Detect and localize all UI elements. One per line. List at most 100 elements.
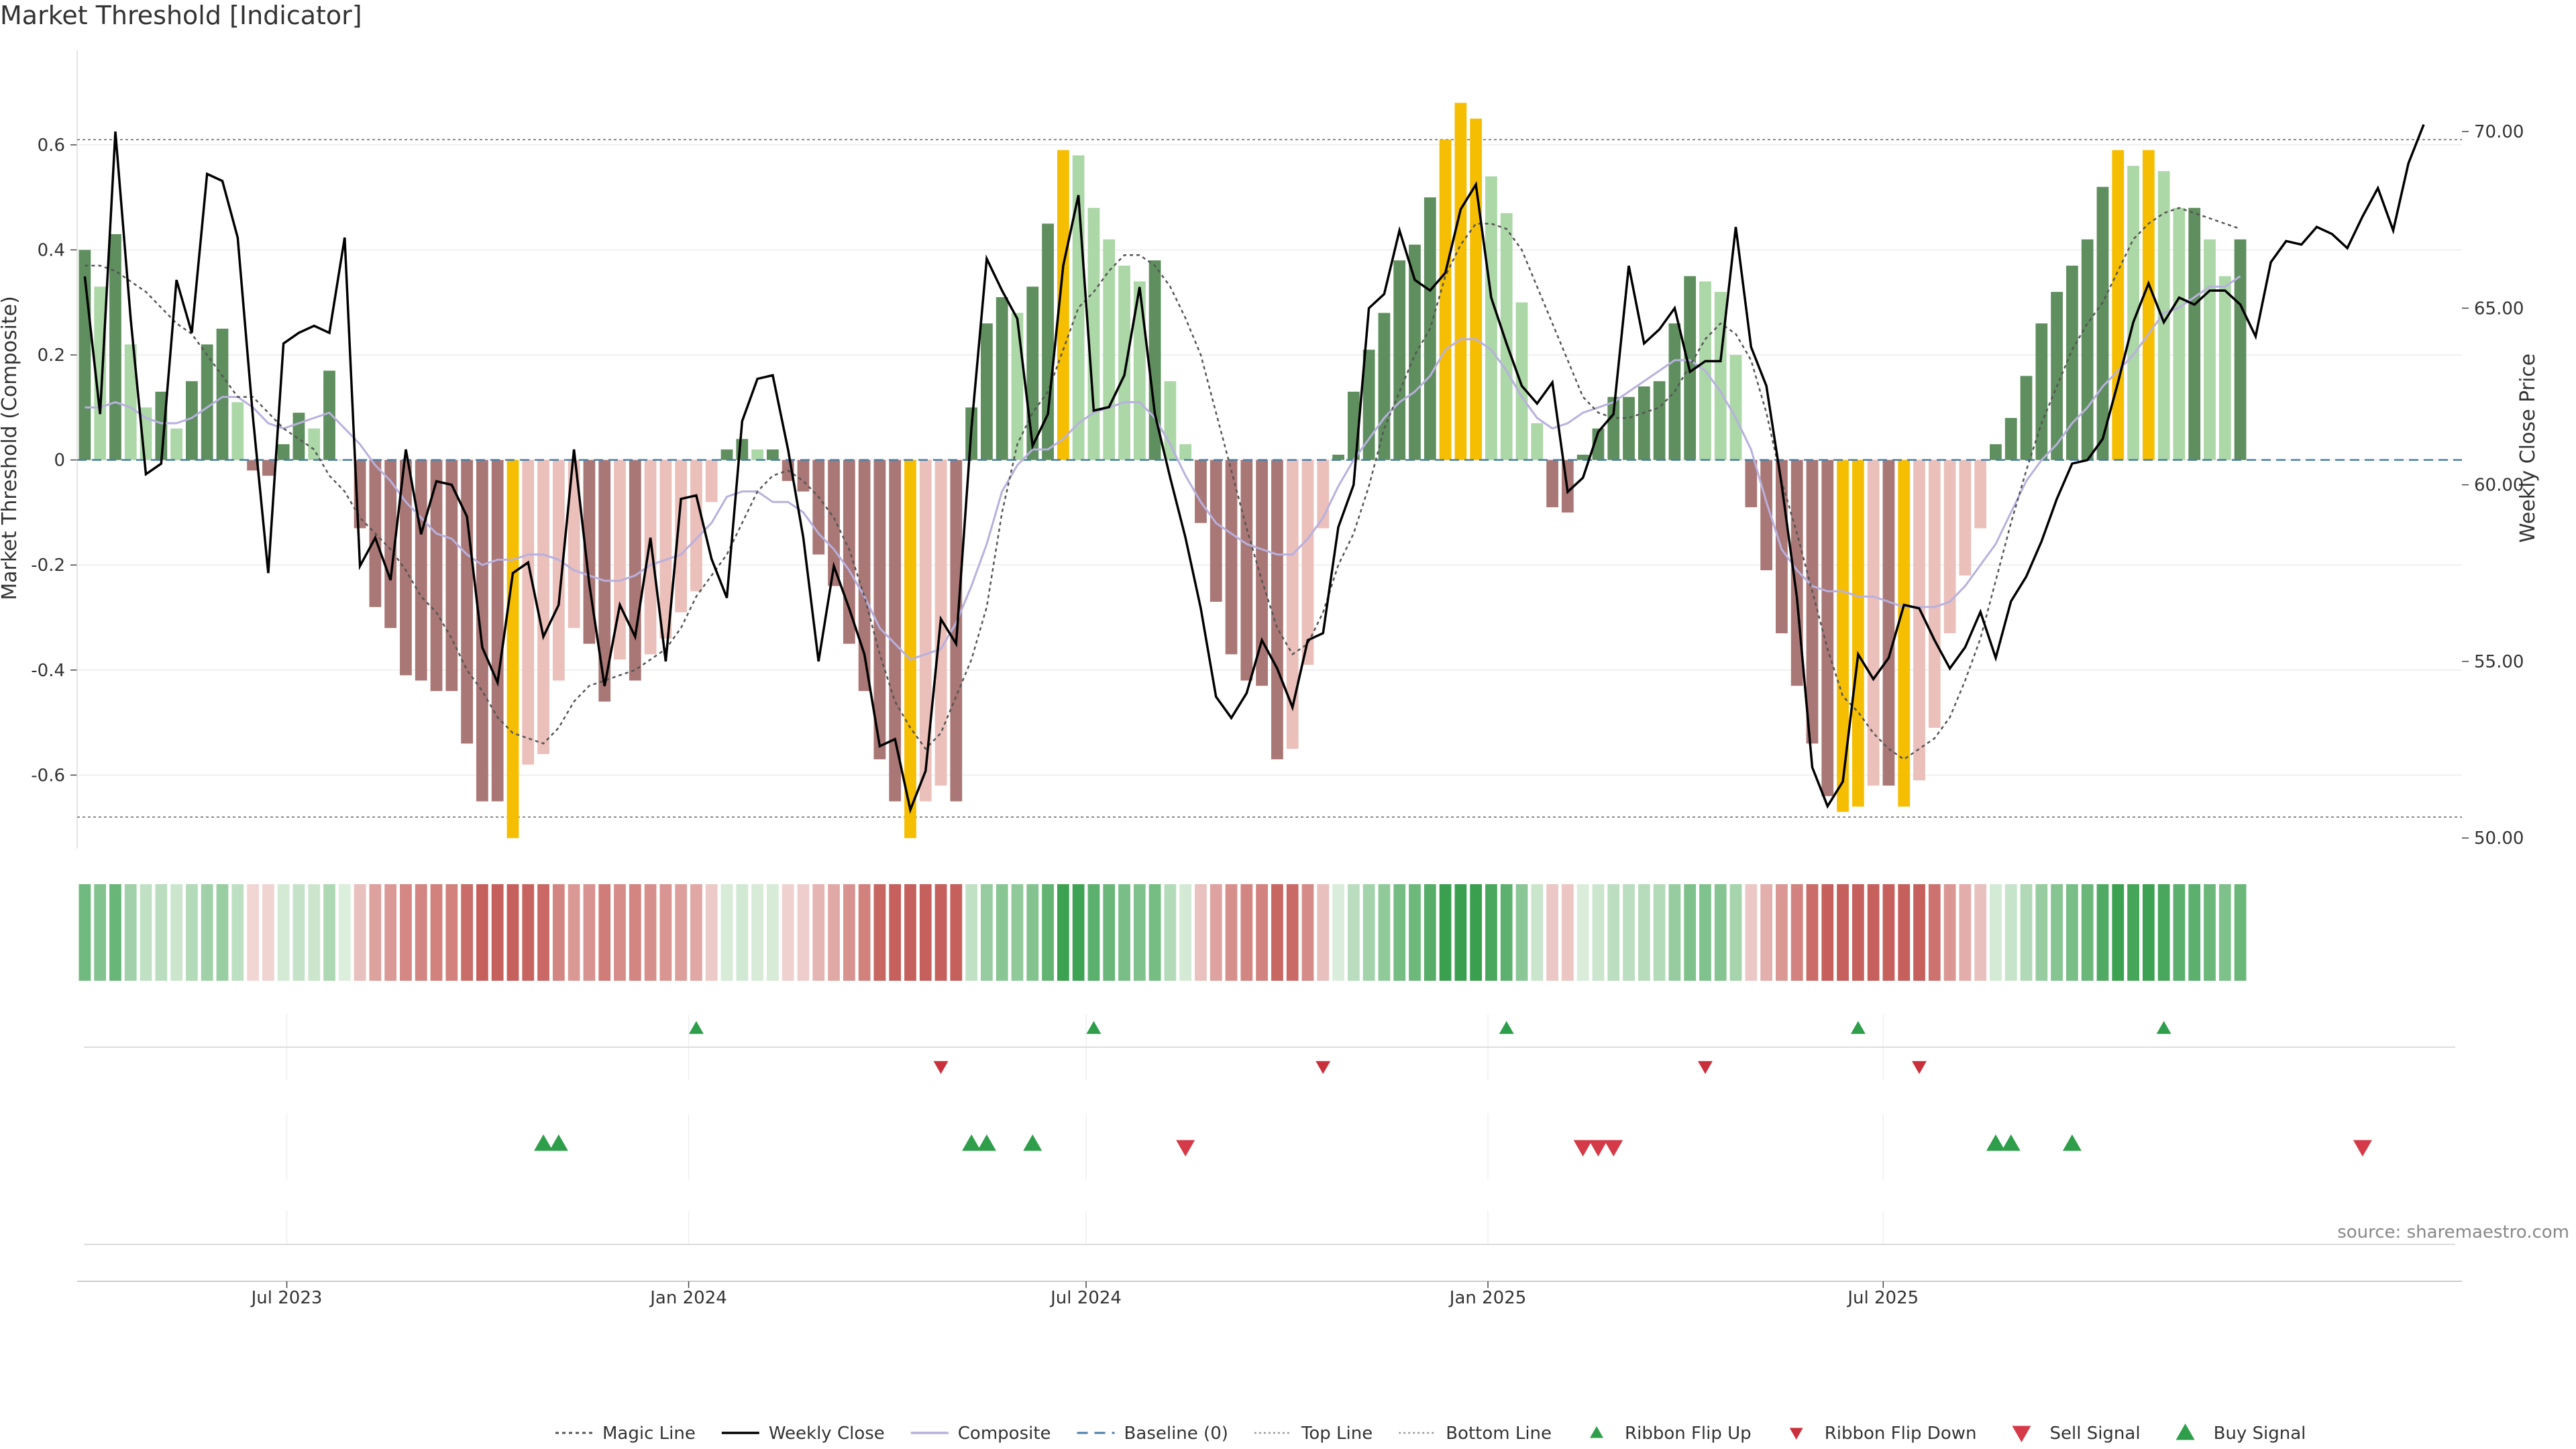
ribbon-cell: [1882, 884, 1895, 981]
ribbon-cell: [247, 884, 259, 981]
composite-bar: [1454, 103, 1467, 460]
composite-bar: [1393, 260, 1406, 460]
ribbon-cell: [2188, 884, 2201, 981]
signal-panel: [84, 1114, 2455, 1245]
composite-bar: [491, 460, 504, 802]
ribbon-cell: [981, 884, 993, 981]
composite-bar: [1179, 444, 1192, 460]
ribbon-cell: [644, 884, 657, 981]
ribbon-cell: [1913, 884, 1925, 981]
ribbon-cell: [2142, 884, 2155, 981]
ribbon-cell: [445, 884, 458, 981]
composite-bar: [1959, 460, 1972, 576]
left-tick-label: -0.2: [31, 555, 65, 576]
composite-bar: [277, 444, 290, 460]
ribbon-cell: [1576, 884, 1589, 981]
source-note: source: sharemaestro.com: [2337, 1222, 2569, 1242]
ribbon-cell: [965, 884, 978, 981]
composite-bar: [1011, 313, 1024, 460]
composite-bar: [170, 428, 183, 460]
ribbon-cell: [338, 884, 351, 981]
composite-bar: [1256, 460, 1268, 686]
composite-bar: [996, 297, 1008, 460]
composite-bar: [1592, 428, 1605, 460]
ribbon-cell: [476, 884, 488, 981]
buy-signal-marker: [2001, 1134, 2021, 1151]
sell-signal-marker: [2353, 1140, 2372, 1157]
composite-bar: [1729, 355, 1742, 460]
composite-bar: [2096, 186, 2109, 460]
composite-bar: [1867, 460, 1880, 786]
legend-item: Magic Line: [555, 1424, 696, 1444]
left-tick-label: -0.4: [31, 661, 65, 681]
ribbon-cell: [277, 884, 290, 981]
x-axis: Jul 2023 Jan 2024 Jul 2024 Jan 2025 Jul 2025: [77, 1281, 2462, 1308]
ribbon-cell: [568, 884, 580, 981]
ribbon-cell: [415, 884, 427, 981]
ribbon-cell: [1638, 884, 1650, 981]
ribbon-cell: [934, 884, 947, 981]
left-tick-label: 0.2: [38, 345, 65, 366]
ribbon-cell: [1531, 884, 1544, 981]
legend-label: Sell Signal: [2049, 1424, 2140, 1444]
ribbon-cell: [1515, 884, 1528, 981]
ribbon-cell: [2127, 884, 2139, 981]
composite-bar: [1057, 150, 1069, 460]
ribbon-cell: [1103, 884, 1116, 981]
legend-item: Bottom Line: [1399, 1424, 1552, 1444]
ribbon-cell: [354, 884, 366, 981]
chart-title: Market Threshold [Indicator]: [0, 1, 362, 30]
ribbon-cell: [1837, 884, 1849, 981]
ribbon-cell: [996, 884, 1008, 981]
ribbon-cell: [1623, 884, 1635, 981]
composite-bar: [1882, 460, 1895, 786]
composite-bar: [1225, 460, 1238, 655]
ribbon-cell: [2204, 884, 2216, 981]
composite-bar: [201, 344, 213, 460]
composite-bar: [1103, 239, 1116, 460]
composite-bar: [751, 449, 763, 460]
main-panel: -0.6 -0.4 -0.2 0 0.2 0.4 0.6 50.00 55.00 60.00 65.…: [31, 50, 2524, 849]
ribbon-cell: [1592, 884, 1605, 981]
legend-item: Ribbon Flip Down: [1789, 1424, 1976, 1444]
composite-bar: [476, 460, 488, 802]
ribbon-cell: [1699, 884, 1711, 981]
legend-label: Baseline (0): [1124, 1424, 1228, 1444]
ribbon-flip-up-marker: [688, 1021, 704, 1034]
ribbon-flip-down-marker: [1316, 1061, 1331, 1074]
ribbon-cell: [2173, 884, 2186, 981]
right-tick-label: 50.00: [2474, 828, 2524, 849]
ribbon-cell: [170, 884, 183, 981]
legend-swatch: [2176, 1424, 2195, 1440]
ribbon-cell: [828, 884, 840, 981]
ribbon-cell: [1087, 884, 1100, 981]
ribbon-cell: [1500, 884, 1513, 981]
ribbon-cell: [1179, 884, 1192, 981]
composite-bar: [2173, 207, 2186, 460]
right-tick-label: 55.00: [2474, 652, 2524, 672]
composite-bar: [1913, 460, 1925, 781]
composite-bar: [1210, 460, 1222, 602]
buy-signal-marker: [962, 1134, 981, 1151]
ribbon-cell: [1470, 884, 1483, 981]
ribbon-cell: [384, 884, 397, 981]
ribbon-cell: [2004, 884, 2017, 981]
right-axis-label: Weekly Close Price: [2516, 354, 2540, 543]
composite-bar: [1943, 460, 1956, 634]
ribbon-flip-down-marker: [1697, 1061, 1713, 1074]
composite-bar: [843, 460, 855, 644]
legend-item: Ribbon Flip Up: [1590, 1424, 1752, 1444]
composite-bar: [384, 460, 397, 629]
ribbon-cell: [2066, 884, 2078, 981]
composite-bar: [247, 460, 259, 471]
ribbon-cell: [2081, 884, 2094, 981]
composite-bar: [1271, 460, 1283, 759]
ribbon-cell: [1378, 884, 1391, 981]
ribbon-cell: [1714, 884, 1727, 981]
composite-bar: [2157, 171, 2170, 460]
composite-bar: [552, 460, 565, 681]
buy-signal-marker: [549, 1134, 568, 1151]
ribbon-cell: [1454, 884, 1467, 981]
composite-bar: [1026, 286, 1039, 460]
legend-label: Magic Line: [602, 1424, 696, 1444]
